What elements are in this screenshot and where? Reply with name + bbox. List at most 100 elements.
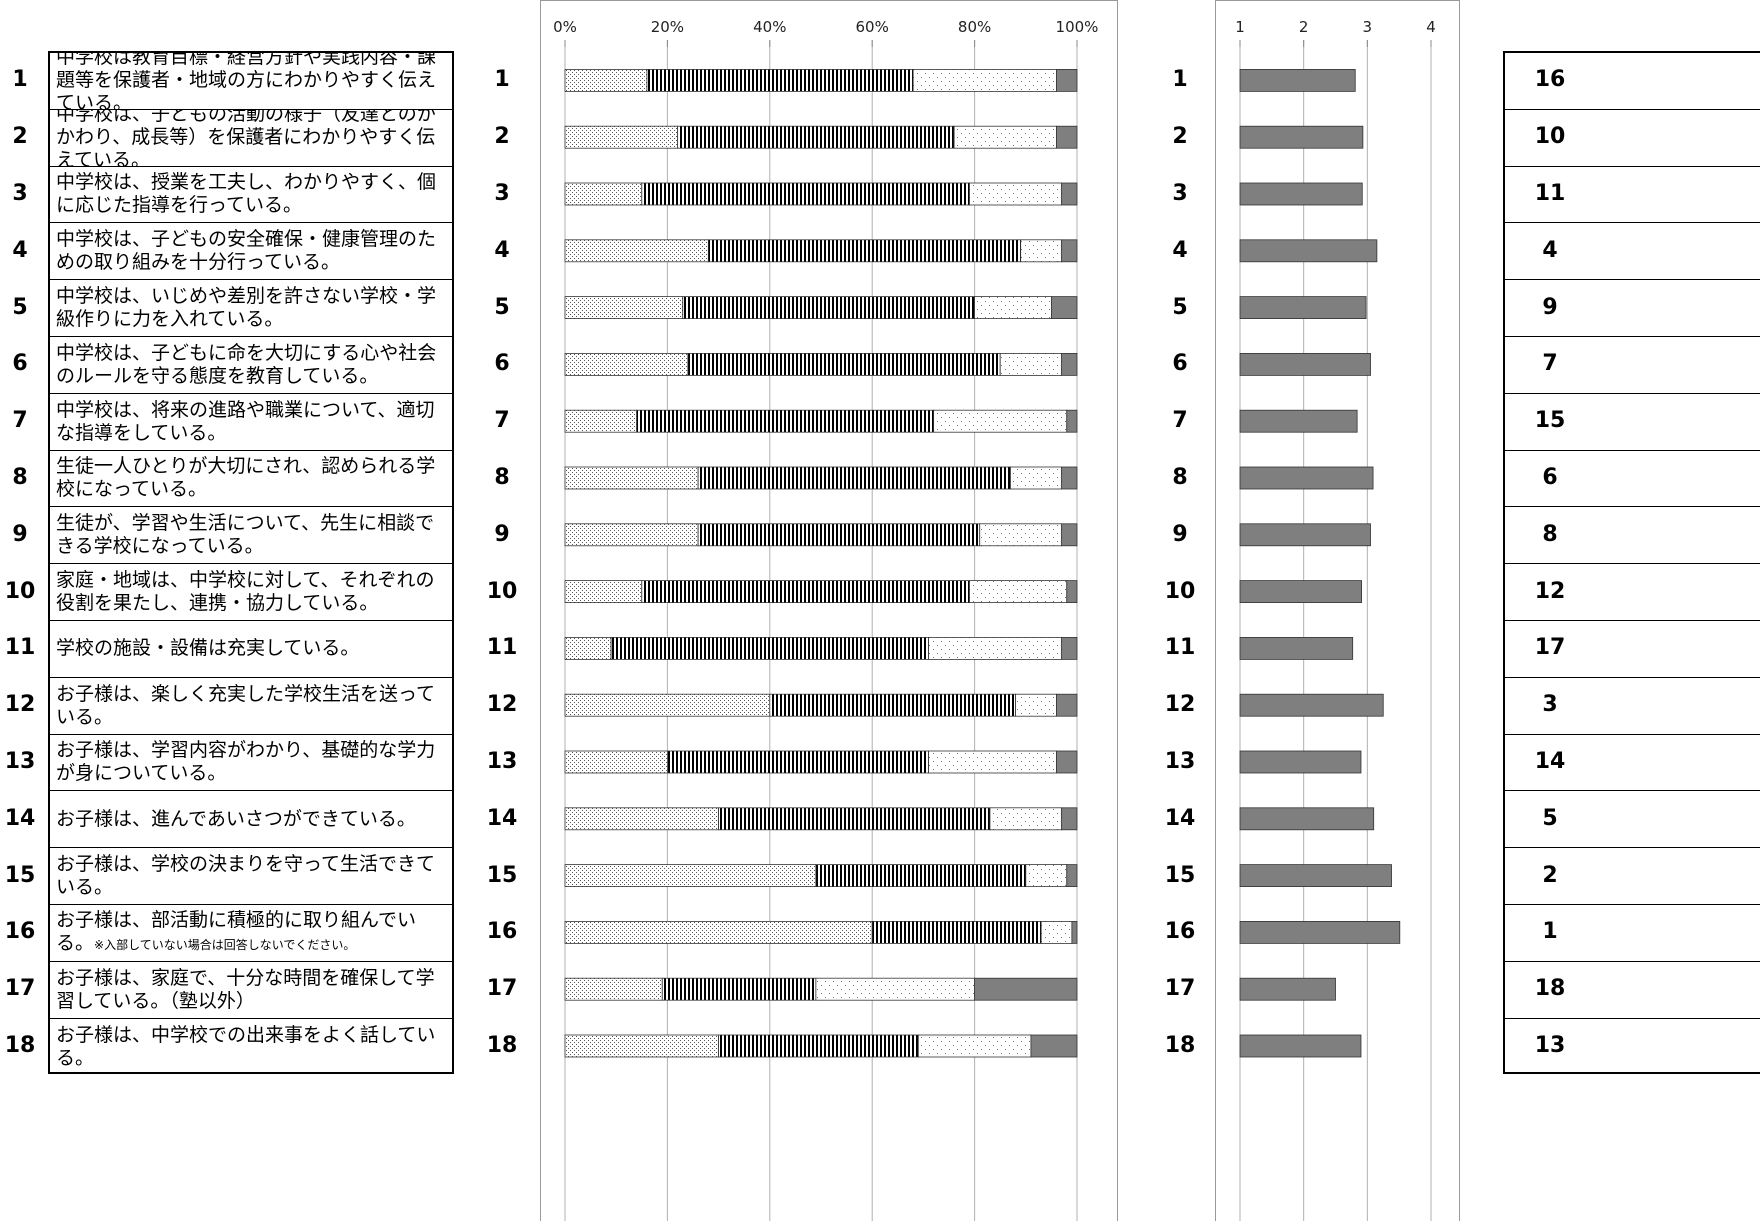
row-number: 18 — [486, 1033, 518, 1058]
ranking-row: 9 — [1505, 280, 1760, 337]
mean-bar — [1239, 693, 1384, 717]
stacked-bar-segment — [610, 637, 929, 660]
question-text: 中学校は教育目標・経営方針や実践内容・課題等を保護者・地域の方にわかりやすく伝え… — [56, 53, 437, 110]
ranking-row: 7 — [1505, 337, 1760, 394]
mean-bar — [1239, 125, 1364, 149]
x-tick-label: 80% — [958, 18, 991, 36]
row-number: 10 — [4, 578, 36, 604]
stacked-percentage-chart: 0% 20% 40% 60% 80% 100% — [540, 0, 1118, 1221]
ranking-row: 11 — [1505, 167, 1760, 224]
row-number: 7 — [1172, 408, 1188, 434]
stacked-bar-segment — [636, 409, 935, 433]
row-number: 12 — [4, 692, 36, 718]
stacked-bar-segment — [564, 637, 612, 660]
row-number: 16 — [1164, 919, 1196, 945]
stacked-bar-segment — [1056, 69, 1078, 92]
ranking-value: 9 — [1542, 294, 1558, 320]
ranking-value: 3 — [1542, 692, 1558, 718]
question-row: 中学校は、授業を工夫し、わかりやすく、個に応じた指導を行っている。 — [50, 167, 452, 224]
stacked-bar-segment — [564, 580, 643, 603]
question-note: ※入部していない場合は回答しないでください。 — [94, 937, 356, 952]
stacked-bar-segment — [564, 1034, 720, 1058]
question-text: お子様は、学校の決まりを守って生活できている。 — [56, 853, 436, 899]
question-row: 学校の施設・設備は充実している。 — [50, 621, 452, 678]
stacked-bar-segment — [989, 807, 1063, 831]
stacked-bar-segment — [564, 466, 699, 490]
ranking-row: 4 — [1505, 223, 1760, 281]
stacked-bar-segment — [564, 239, 709, 263]
row-number: 15 — [486, 862, 518, 888]
stacked-bar-segment — [1050, 296, 1078, 320]
row-number: 7 — [12, 408, 28, 434]
row-number: 15 — [1164, 862, 1196, 888]
stacked-bar-segment — [718, 1034, 919, 1058]
row-number: 8 — [12, 465, 28, 490]
question-row: 家庭・地域は、中学校に対して、それぞれの役割を果たし、連携・協力している。 — [50, 564, 452, 621]
row-number: 2 — [494, 124, 510, 150]
ranking-row: 12 — [1505, 564, 1760, 621]
row-number: 11 — [1164, 635, 1196, 661]
row-number: 1 — [12, 67, 28, 93]
stacked-bar-segment — [917, 1034, 1032, 1058]
ranking-row: 8 — [1505, 507, 1760, 565]
mean-bar — [1239, 182, 1363, 206]
row-number: 8 — [1172, 465, 1188, 490]
question-row: 中学校は、子どもに命を大切にする心や社会のルールを守る態度を教育している。 — [50, 337, 452, 394]
x-tick-label: 4 — [1426, 18, 1436, 36]
ranking-value: 17 — [1534, 635, 1566, 661]
stacked-bar-segment — [661, 977, 817, 1001]
ranking-value: 18 — [1534, 976, 1566, 1002]
question-text: 中学校は、子どもに命を大切にする心や社会のルールを守る態度を教育している。 — [56, 341, 437, 387]
row-number: 5 — [494, 294, 510, 320]
ranking-value: 14 — [1534, 748, 1566, 774]
stacked-bar-segment — [912, 69, 1057, 92]
row-number: 3 — [1172, 181, 1188, 206]
question-text: 中学校は、子どもの安全確保・健康管理のための取り組みを十分行っている。 — [56, 228, 437, 274]
stacked-bar-segment — [1015, 693, 1057, 717]
row-number: 11 — [4, 635, 36, 661]
stacked-bar-segment — [718, 807, 991, 831]
question-text: お子様は、楽しく充実した学校生活を送っている。 — [56, 682, 436, 728]
stacked-bar-segment — [687, 352, 1001, 376]
row-number: 6 — [12, 351, 28, 377]
row-number: 15 — [4, 862, 36, 888]
row-number: 12 — [486, 692, 518, 718]
row-number: 4 — [12, 237, 28, 263]
ranking-row: 14 — [1505, 735, 1760, 792]
stacked-bar-segment — [1025, 864, 1068, 887]
row-number: 1 — [494, 67, 510, 93]
question-text: 中学校は、いじめや差別を許さない学校・学級作りに力を入れている。 — [56, 285, 437, 331]
ranking-row: 16 — [1505, 53, 1760, 110]
mean-bar — [1239, 750, 1362, 774]
stacked-bar-segment — [646, 69, 914, 92]
stacked-bar-segment — [564, 125, 679, 149]
stacked-bar-segment — [928, 750, 1057, 774]
question-row: 中学校は、いじめや差別を許さない学校・学級作りに力を入れている。 — [50, 280, 452, 337]
question-text: 中学校は、子どもの活動の様子（友達とのかかわり、成長等）を保護者にわかりやすく伝… — [56, 109, 436, 167]
row-number: 6 — [1172, 351, 1188, 377]
stacked-bar-segment — [979, 523, 1063, 547]
stacked-bar-segment — [641, 182, 970, 206]
stacked-bar-segment — [677, 125, 955, 149]
ranking-value: 6 — [1542, 464, 1558, 490]
stacked-bar-segment — [564, 523, 699, 547]
question-row: お子様は、中学校での出来事をよく話している。 — [50, 1019, 452, 1076]
row-number: 4 — [1172, 237, 1188, 263]
ranking-value: 12 — [1534, 578, 1566, 604]
stacked-bar-segment — [564, 69, 648, 92]
mean-bar — [1239, 239, 1378, 263]
row-number: 14 — [1164, 805, 1196, 831]
question-row: お子様は、家庭で、十分な時間を確保して学習している。（塾以外） — [50, 962, 452, 1019]
row-number: 16 — [4, 919, 36, 945]
stacked-bar-segment — [1066, 864, 1078, 887]
stacked-bar-segment — [564, 864, 817, 887]
stacked-bar-segment — [1030, 1034, 1078, 1058]
ranking-value: 8 — [1542, 521, 1558, 547]
row-number: 9 — [494, 521, 510, 547]
ranking-value: 5 — [1542, 805, 1558, 831]
stacked-bar-segment — [999, 352, 1063, 376]
mean-bar — [1239, 409, 1358, 433]
question-text: お子様は、中学校での出来事をよく話している。 — [56, 1023, 436, 1069]
question-row: 中学校は、将来の進路や職業について、適切な指導をしている。 — [50, 394, 452, 451]
row-number: 13 — [1164, 749, 1196, 774]
